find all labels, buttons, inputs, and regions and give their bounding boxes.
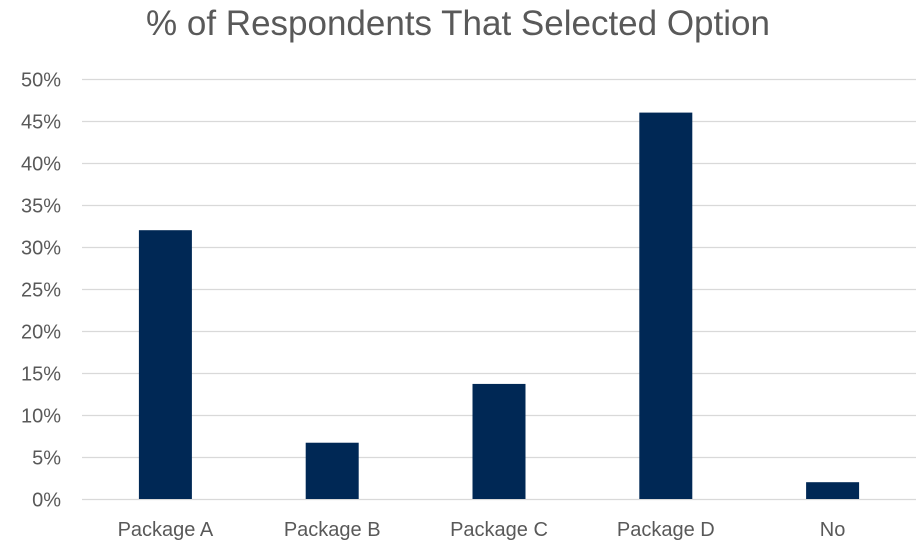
- bar-package-b: [305, 442, 359, 499]
- y-tick-label: 50%: [21, 70, 61, 92]
- y-tick-label: 5%: [32, 448, 61, 470]
- chart-title: % of Respondents That Selected Option: [146, 4, 770, 43]
- x-tick-label: Package C: [450, 519, 548, 541]
- bars: [138, 112, 860, 499]
- x-tick-label: No: [820, 519, 846, 541]
- bar-package-a: [138, 230, 192, 499]
- x-tick-label: Package D: [617, 519, 715, 541]
- y-tick-label: 40%: [21, 154, 61, 176]
- x-tick-label: Package A: [118, 519, 214, 541]
- x-tick-label: Package B: [284, 519, 381, 541]
- y-tick-label: 0%: [32, 490, 61, 512]
- y-tick-label: 20%: [21, 322, 61, 344]
- y-tick-label: 45%: [21, 112, 61, 134]
- bar-package-d: [639, 112, 693, 499]
- x-axis-ticks: Package A Package B Package C Package D No: [118, 519, 846, 541]
- y-tick-label: 25%: [21, 280, 61, 302]
- y-tick-label: 30%: [21, 238, 61, 260]
- y-tick-label: 35%: [21, 196, 61, 218]
- y-tick-label: 10%: [21, 406, 61, 428]
- bar-package-c: [472, 383, 526, 499]
- bar-no: [806, 482, 860, 499]
- y-axis-ticks: 0% 5% 10% 15% 20% 25% 30% 35% 40% 45% 50%: [21, 70, 61, 512]
- y-tick-label: 15%: [21, 364, 61, 386]
